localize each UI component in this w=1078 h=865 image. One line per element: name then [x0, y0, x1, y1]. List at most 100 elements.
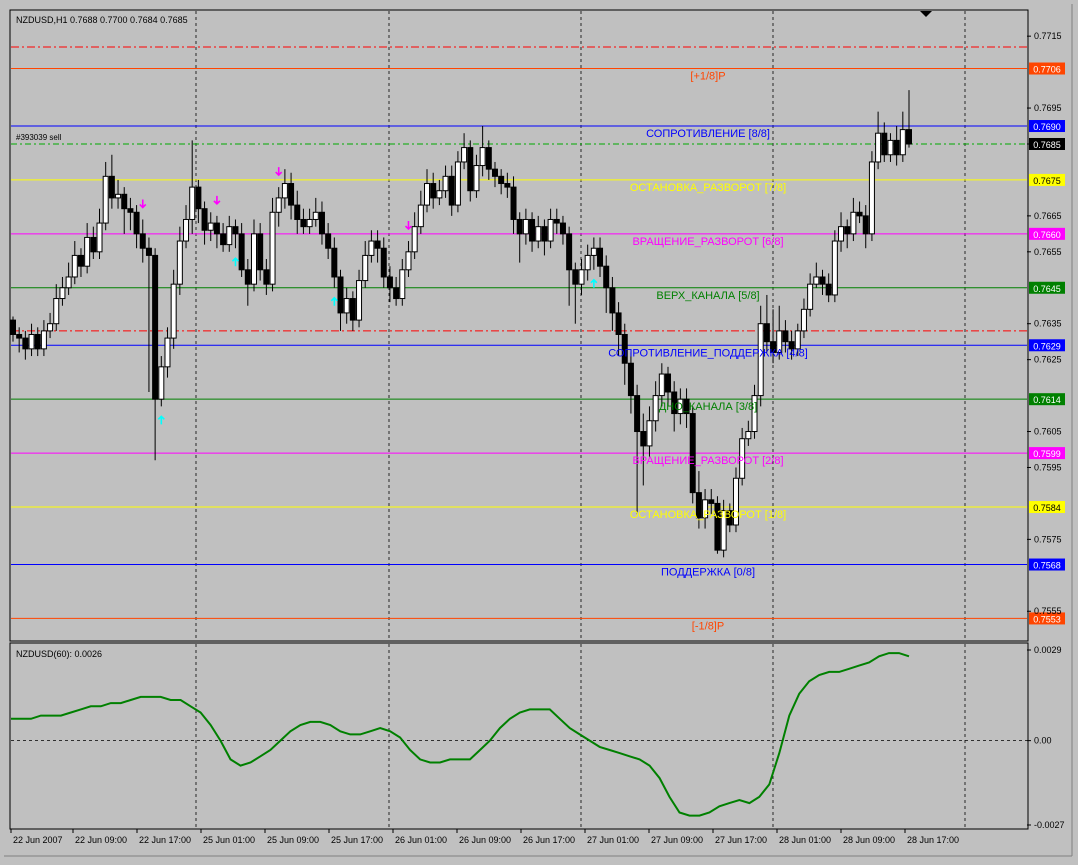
candle: [751, 384, 758, 439]
candle: [368, 230, 375, 263]
candle: [176, 226, 183, 295]
candle: [189, 140, 196, 234]
candle-body: [646, 420, 653, 447]
candle: [757, 305, 764, 407]
buy-arrow-icon: [231, 257, 240, 267]
candle-body: [615, 312, 622, 335]
price-badge-text: 0.7660: [1033, 230, 1061, 240]
price-badge: [1029, 281, 1065, 294]
candle-body: [566, 233, 573, 271]
price-tick-label: 0.7595: [1034, 462, 1062, 472]
candle-body: [201, 208, 208, 231]
candle: [553, 208, 560, 234]
murrey-level-label: ДНО_КАНАЛА [3/8]: [659, 401, 757, 413]
time-tick-label: 25 Jun 09:00: [267, 835, 319, 845]
price-badge: [1029, 173, 1065, 186]
candle: [640, 413, 647, 486]
candle: [65, 262, 72, 295]
candle: [559, 215, 566, 245]
candle: [96, 208, 103, 260]
chart-shift-marker-icon[interactable]: [920, 11, 932, 17]
candle-body: [720, 510, 727, 551]
candle: [844, 219, 851, 249]
candle: [745, 420, 752, 446]
candle: [584, 244, 591, 281]
candle: [831, 230, 838, 303]
candle: [504, 172, 511, 198]
candle: [158, 356, 165, 407]
candle-body: [318, 211, 325, 235]
candle: [349, 291, 356, 331]
candle-body: [473, 165, 480, 192]
indicator-tick-label: 0.00: [1034, 736, 1052, 746]
candle: [448, 165, 455, 216]
candle-body: [238, 233, 245, 271]
candle-body: [170, 283, 177, 339]
candle: [318, 201, 325, 245]
candle-body: [819, 276, 826, 285]
candle: [770, 309, 777, 364]
candle: [312, 197, 319, 227]
time-tick-label: 28 Jun 01:00: [779, 835, 831, 845]
candle-body: [603, 265, 610, 289]
candle: [491, 161, 498, 188]
candle-body: [658, 373, 665, 397]
candle: [263, 259, 270, 295]
candle: [53, 284, 60, 331]
candle-body: [535, 226, 542, 242]
candle: [535, 215, 542, 249]
candle: [862, 205, 869, 249]
candle: [708, 489, 715, 515]
price-badge: [1029, 339, 1065, 352]
time-tick-label: 22 Jun 2007: [13, 835, 63, 845]
candle-body: [467, 147, 474, 192]
candle-body: [127, 208, 134, 213]
candle: [343, 287, 350, 324]
candle-body: [590, 247, 597, 256]
candle: [578, 259, 585, 295]
candle: [424, 169, 431, 213]
candles-layer: [10, 90, 912, 558]
candle: [683, 388, 690, 428]
candle-body: [189, 186, 196, 220]
candle-body: [312, 211, 319, 220]
candle: [868, 151, 875, 242]
candle: [127, 197, 134, 231]
candle: [906, 90, 912, 148]
current-price-badge: [1029, 137, 1065, 150]
candle-body: [102, 175, 109, 224]
candle: [819, 269, 826, 295]
candle-body: [547, 218, 554, 242]
candle: [294, 190, 301, 234]
candle-body: [356, 280, 363, 321]
candle: [374, 230, 381, 263]
price-badge: [1029, 558, 1065, 571]
murrey-level-label: ВРАЩЕНИЕ_РАЗВОРОТ [2/8]: [632, 455, 783, 467]
candle-body: [479, 147, 486, 167]
price-badge: [1029, 227, 1065, 240]
candle: [887, 133, 894, 162]
candle-body: [609, 287, 616, 314]
candle-body: [220, 233, 227, 246]
price-tick-label: 0.7655: [1034, 247, 1062, 257]
candle: [782, 320, 789, 353]
time-axis: 22 Jun 2007 22 Jun 09:00 22 Jun 17:00 25 Ju…: [10, 829, 959, 845]
candle: [108, 154, 115, 209]
price-tick-label: 0.7605: [1034, 427, 1062, 437]
candle: [572, 262, 579, 324]
candle: [300, 208, 307, 234]
candle-body: [442, 175, 449, 192]
candle-body: [269, 211, 276, 285]
candle: [226, 215, 233, 252]
candle: [590, 237, 597, 270]
candle: [838, 212, 845, 252]
sell-arrow-icon: [139, 199, 147, 209]
candle: [609, 276, 616, 331]
candle-body: [776, 330, 783, 353]
candle: [115, 179, 122, 209]
price-badge-text: 0.7584: [1033, 503, 1061, 513]
candle: [380, 237, 387, 288]
candle: [40, 320, 47, 357]
